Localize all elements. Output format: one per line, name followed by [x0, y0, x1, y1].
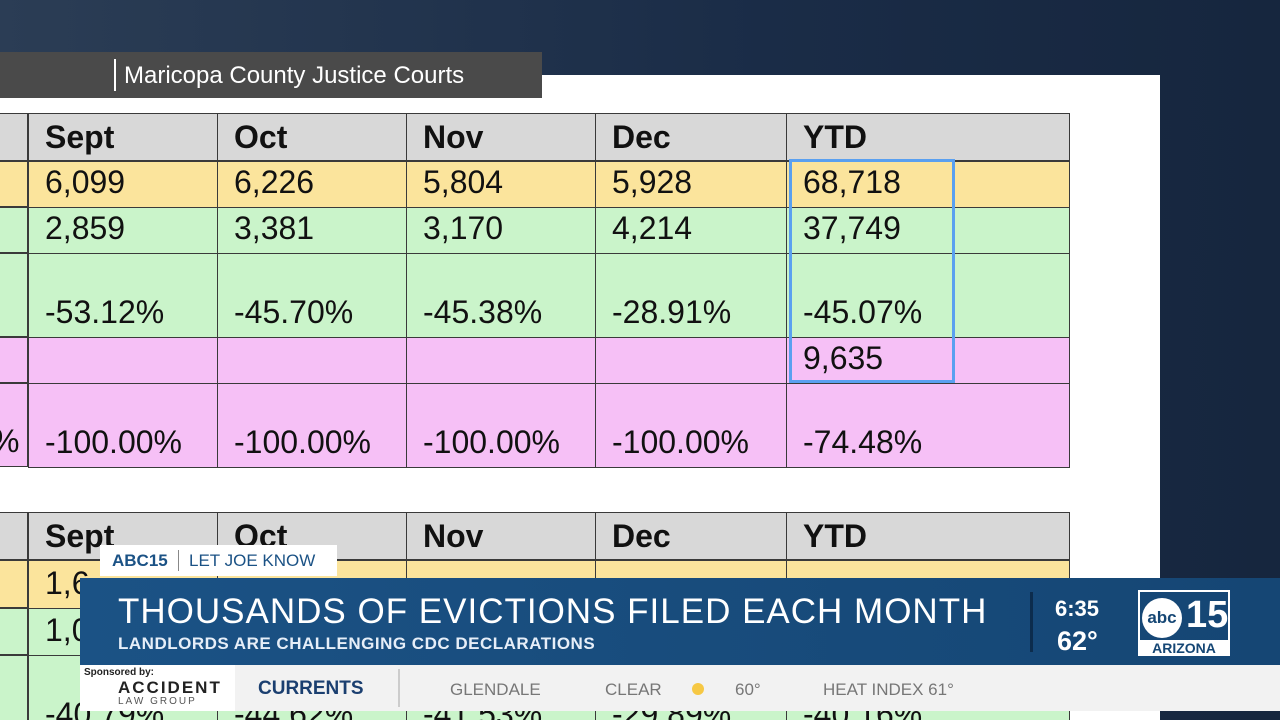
- table-cell: -100.00%: [595, 383, 787, 468]
- temperature: 62°: [1057, 626, 1098, 656]
- divider: [1030, 592, 1033, 652]
- table-cell: [595, 337, 787, 384]
- row-cell: [0, 560, 28, 608]
- table-cell: 3,381: [217, 207, 407, 254]
- header-cell: Nov: [406, 113, 596, 161]
- table-cell: 5,928: [595, 161, 787, 208]
- sponsor-box: Sponsored by: ACCIDENT LAW GROUP: [80, 665, 235, 711]
- table-cell: 5,804: [406, 161, 596, 208]
- row-cell: %: [0, 383, 28, 467]
- sponsor-name: ACCIDENT: [118, 678, 222, 697]
- row-cell: [0, 608, 28, 655]
- table-cell: 6,099: [28, 161, 218, 208]
- tag-station: ABC15: [112, 551, 168, 570]
- divider: [178, 550, 179, 571]
- sun-icon: [692, 683, 704, 695]
- city: GLENDALE: [450, 680, 541, 699]
- table-cell: 37,749: [786, 207, 1070, 254]
- row-cell: [0, 207, 28, 253]
- row-cell: [0, 253, 28, 337]
- subheadline: LANDLORDS ARE CHALLENGING CDC DECLARATIO…: [118, 634, 596, 653]
- source-label: Maricopa County Justice Courts: [124, 62, 465, 89]
- table-cell: -100.00%: [406, 383, 596, 468]
- highlight-box: [789, 159, 955, 383]
- table-cell: 68,718: [786, 161, 1070, 208]
- banner: THOUSANDS OF EVICTIONS FILED EACH MONTH …: [80, 578, 1280, 665]
- table-cell: [217, 337, 407, 384]
- heat-index: HEAT INDEX 61°: [823, 680, 954, 699]
- ticker-temperature: 60°: [735, 680, 761, 699]
- tag: ABC15 LET JOE KNOW: [100, 545, 337, 576]
- headline: THOUSANDS OF EVICTIONS FILED EACH MONTH: [118, 592, 988, 631]
- header-cell: Dec: [595, 113, 787, 161]
- tag-segment: LET JOE KNOW: [189, 551, 316, 570]
- header-cell: [0, 512, 28, 560]
- table-cell: -45.38%: [406, 253, 596, 338]
- sponsor-label: Sponsored by:: [84, 667, 155, 678]
- table-cell: 4,214: [595, 207, 787, 254]
- table-cell: 3,170: [406, 207, 596, 254]
- table-cell: 2,859: [28, 207, 218, 254]
- header-cell: [0, 113, 28, 161]
- table-cell: [28, 337, 218, 384]
- station-logo: abc 15 ARIZONA: [1138, 590, 1230, 656]
- table-cell: -45.07%: [786, 253, 1070, 338]
- divider: [114, 59, 116, 91]
- row-cell: [0, 337, 28, 383]
- ticker: Sponsored by: ACCIDENT LAW GROUP CURRENT…: [80, 665, 1280, 711]
- table-cell: 6,226: [217, 161, 407, 208]
- sponsor-sub: LAW GROUP: [118, 696, 197, 707]
- divider: [398, 669, 400, 707]
- condition: CLEAR: [605, 680, 662, 699]
- logo-number: 15: [1186, 594, 1229, 636]
- header-cell: Sept: [28, 512, 218, 560]
- table-cell: -45.70%: [217, 253, 407, 338]
- table-cell: -28.91%: [595, 253, 787, 338]
- row-cell: [0, 161, 28, 207]
- table-cell: -100.00%: [28, 383, 218, 468]
- table-cell: -100.00%: [217, 383, 407, 468]
- table-cell: -53.12%: [28, 253, 218, 338]
- header-cell: YTD: [786, 512, 1070, 560]
- header-cell: Dec: [595, 512, 787, 560]
- table-cell: -74.48%: [786, 383, 1070, 468]
- source-label-box: Maricopa County Justice Courts: [0, 52, 542, 98]
- logo-text: abc: [1142, 598, 1182, 638]
- header-cell: Oct: [217, 113, 407, 161]
- header-cell: Nov: [406, 512, 596, 560]
- header-cell: Sept: [28, 113, 218, 161]
- time: 6:35: [1055, 596, 1100, 621]
- row-cell: [0, 655, 28, 720]
- ticker-section: CURRENTS: [258, 678, 364, 699]
- logo-region: ARIZONA: [1140, 640, 1228, 656]
- header-cell: YTD: [786, 113, 1070, 161]
- table-cell: [406, 337, 596, 384]
